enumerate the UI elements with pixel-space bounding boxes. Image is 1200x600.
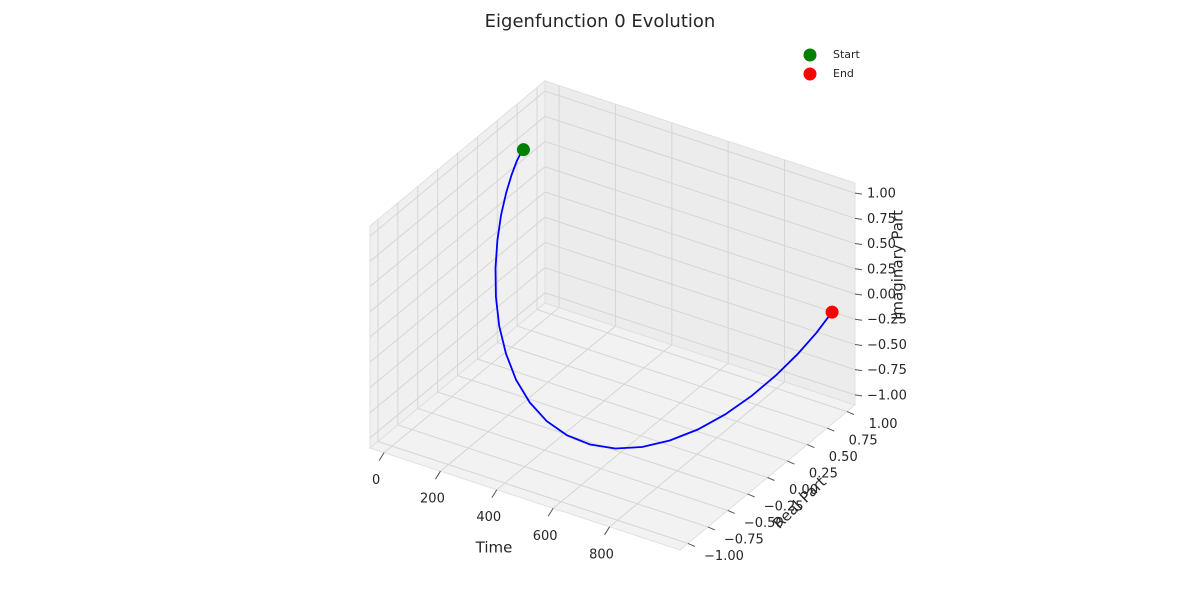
z-tick-label: −0.25 (867, 313, 907, 328)
y-tick (747, 493, 755, 498)
z-tick (854, 192, 863, 195)
x-tick-label: 400 (476, 510, 501, 525)
y-tick (707, 526, 716, 531)
grid-line (544, 90, 856, 194)
z-tick (854, 369, 863, 372)
grid-line (369, 242, 546, 388)
legend-marker (803, 48, 817, 62)
z-tick-label: 0.00 (867, 288, 896, 303)
x-tick (491, 489, 498, 498)
z-tick-label: 1.00 (867, 187, 896, 202)
y-tick (687, 542, 696, 547)
x-axis-label: Time (475, 539, 513, 557)
grid-line (369, 166, 546, 313)
grid-line (369, 267, 546, 414)
grid-line (377, 440, 689, 544)
z-tick (854, 318, 863, 321)
x-tick-label: 0 (372, 473, 380, 488)
y-tick (826, 427, 835, 432)
y-tick-label: 0.75 (849, 434, 878, 449)
grid-line (437, 391, 748, 495)
x-tick (547, 508, 554, 517)
x-tick (435, 470, 441, 480)
z-tick-label: −1.00 (867, 388, 907, 403)
y-tick-label: 0.50 (829, 450, 858, 465)
z-tick (854, 217, 863, 220)
z-tick (854, 268, 863, 271)
y-tick-label: 1.00 (869, 417, 898, 432)
y-tick (767, 477, 775, 481)
grid-line (517, 325, 828, 429)
z-tick-label: −0.50 (867, 338, 907, 353)
x-tick-label: 800 (589, 547, 614, 562)
y-tick-label: −0.25 (764, 499, 804, 514)
grid-line (544, 166, 856, 270)
grid-line (417, 407, 728, 511)
z-tick (854, 293, 863, 296)
grid-line (369, 90, 546, 237)
y-tick (727, 509, 735, 514)
point-marker (825, 305, 839, 319)
grid-line (544, 216, 856, 320)
y-tick-label: −0.50 (744, 516, 784, 531)
grid-line (544, 241, 856, 345)
grid-line (544, 191, 856, 295)
y-tick (807, 444, 815, 449)
x-tick (604, 526, 610, 536)
z-tick-label: 0.25 (867, 262, 896, 277)
z-tick-label: 0.50 (867, 237, 896, 252)
legend-label: Start (833, 48, 861, 61)
grid-line (369, 216, 546, 363)
point-marker (516, 143, 530, 157)
y-tick (787, 460, 795, 465)
y-tick-label: −0.75 (724, 532, 764, 547)
grid-line (544, 292, 856, 396)
z-tick (854, 343, 863, 346)
grid-line (397, 424, 708, 528)
grid-line (497, 342, 808, 446)
z-tick-label: −0.75 (867, 363, 907, 378)
y-tick (846, 411, 855, 416)
z-tick (854, 394, 863, 397)
x-tick (378, 452, 385, 461)
grid-line (369, 191, 546, 338)
legend-label: End (833, 67, 854, 80)
z-tick (854, 243, 863, 246)
y-tick-label: −1.00 (704, 549, 744, 564)
curve (494, 149, 833, 450)
grid-line (544, 267, 856, 371)
grid-line (536, 309, 848, 413)
y-tick-label: 0.00 (789, 483, 818, 498)
legend-marker (803, 67, 817, 81)
grid-line (457, 375, 768, 478)
grid-line (544, 115, 856, 219)
grid-line (369, 115, 546, 262)
x-tick-label: 600 (533, 529, 558, 544)
z-tick-label: 0.75 (867, 212, 896, 227)
x-tick-label: 200 (420, 492, 445, 507)
grid-line (544, 141, 856, 245)
grid-line (369, 292, 546, 439)
chart-title: Eigenfunction 0 Evolution (485, 11, 716, 32)
y-tick-label: 0.25 (809, 467, 838, 482)
grid-line (477, 358, 788, 462)
z-axis-label: Imaginary Part (889, 210, 907, 320)
